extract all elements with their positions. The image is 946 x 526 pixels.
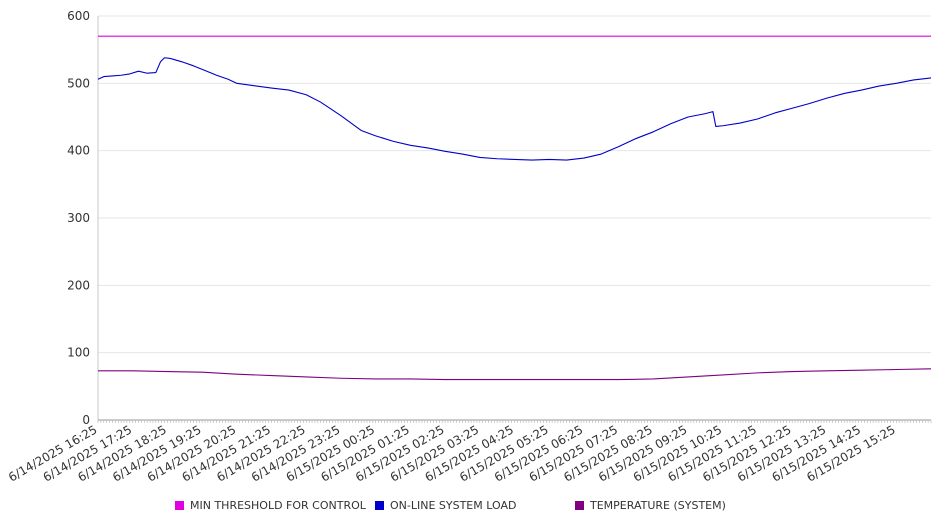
legend-label-temperature: TEMPERATURE (SYSTEM) (590, 498, 726, 512)
series-line-2 (98, 368, 932, 381)
legend-label-min-threshold: MIN THRESHOLD FOR CONTROL (190, 498, 366, 512)
y-tick-label-100: 100 (67, 346, 90, 360)
legend-item-system-load[interactable]: ON-LINE SYSTEM LOAD (375, 498, 516, 512)
legend: MIN THRESHOLD FOR CONTROL ON-LINE SYSTEM… (0, 498, 946, 514)
legend-swatch-temperature (575, 500, 584, 510)
y-tick-label-400: 400 (67, 144, 90, 158)
legend-swatch-system-load (375, 500, 384, 510)
y-tick-label-300: 300 (67, 211, 90, 225)
y-tick-label-200: 200 (67, 278, 90, 292)
y-tick-label-500: 500 (67, 76, 90, 90)
legend-label-system-load: ON-LINE SYSTEM LOAD (390, 498, 517, 512)
legend-item-temperature[interactable]: TEMPERATURE (SYSTEM) (575, 498, 726, 512)
legend-item-min-threshold[interactable]: MIN THRESHOLD FOR CONTROL (175, 498, 366, 512)
y-tick-label-0: 0 (82, 413, 90, 427)
legend-swatch-min-threshold (175, 500, 184, 510)
series-line-1 (97, 57, 932, 161)
y-tick-label-600: 600 (67, 9, 90, 23)
